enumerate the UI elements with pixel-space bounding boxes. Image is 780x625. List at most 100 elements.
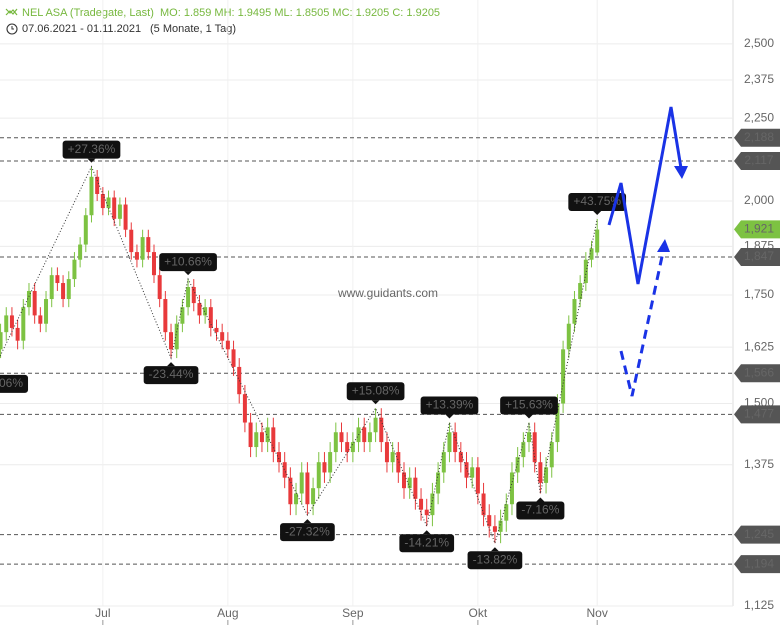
candle-body (208, 307, 213, 328)
watermark: www.guidants.com (337, 286, 438, 300)
candle-body (367, 432, 372, 443)
level-label: 2,117 (744, 153, 773, 167)
pivot-box (0, 374, 29, 393)
projection-solid (607, 106, 683, 285)
x-tick-label: Nov (587, 606, 608, 620)
level-marker (734, 128, 780, 147)
candle-body (134, 252, 139, 260)
y-tick-label: 2,000 (744, 193, 774, 207)
candle-body (95, 176, 100, 194)
candle-body (180, 307, 185, 324)
pivot-pointer (490, 547, 499, 552)
arrow-head (674, 166, 688, 179)
candle-body (544, 467, 549, 483)
candle-body (26, 290, 31, 308)
candle-body (566, 323, 571, 350)
pivot-label: +43.75% (568, 193, 627, 216)
pivot-text: 06% (0, 376, 23, 390)
candle-body (572, 299, 577, 324)
candle-body (430, 493, 435, 516)
candle-body (299, 472, 304, 494)
candle-body (55, 275, 60, 284)
candle-body (276, 452, 281, 463)
candle-body (532, 432, 537, 463)
pivot-label: +10.66% (159, 253, 217, 276)
chart-icon (5, 8, 18, 16)
candle-body (197, 303, 202, 316)
pivot-pointer (525, 414, 534, 419)
pivot-pointer (593, 211, 602, 216)
level-label: 1,566 (744, 365, 774, 379)
candle-body (248, 422, 253, 448)
clock-icon (6, 23, 18, 35)
pivot-text: +43.75% (573, 194, 621, 208)
candle-body (66, 279, 71, 300)
candle-body (470, 467, 475, 478)
level-marker (734, 248, 780, 267)
candle-body (32, 290, 37, 316)
candle-body (140, 237, 145, 260)
candle-body (129, 229, 134, 253)
pivot-label: -7.16% (516, 497, 565, 520)
last-price-label: 1,921 (744, 222, 774, 236)
pivot-text: +15.63% (505, 398, 553, 412)
level-marker (734, 525, 780, 544)
clock-hands (11, 26, 14, 30)
candle-body (21, 307, 26, 341)
candle-body (481, 493, 486, 516)
candle-body (100, 193, 105, 209)
candle-body (345, 442, 350, 453)
pivot-label: -27.32% (280, 519, 335, 542)
candle-body (265, 427, 270, 443)
candle-body (419, 498, 424, 510)
candle-body (487, 515, 492, 527)
pivot-box (420, 396, 479, 415)
pivot-label: -23.44% (143, 362, 199, 385)
candle-body (288, 477, 293, 505)
candle-body (9, 315, 14, 328)
instrument-title: NEL ASA (Tradegate, Last) (22, 7, 154, 19)
pivot-text: +10.66% (164, 254, 212, 268)
y-tick-label: 1,375 (744, 457, 774, 471)
level-label: 1,245 (744, 527, 774, 541)
candle-body (589, 248, 594, 260)
y-tick-label: 1,125 (744, 598, 774, 612)
candle-body (225, 340, 230, 350)
header: NEL ASA (Tradegate, Last) MO: 1.859 MH: … (5, 7, 440, 35)
pivot-box (399, 534, 455, 553)
candle-body (282, 462, 287, 478)
pivot-pointer (87, 158, 96, 163)
pivot-text: -14.21% (404, 535, 449, 549)
candle-body (458, 452, 463, 463)
pivot-box (568, 193, 627, 212)
pivot-box (159, 253, 217, 272)
candle-body (151, 252, 156, 276)
candle-body (527, 432, 532, 443)
candle-body (305, 472, 310, 505)
pivot-text: -13.82% (473, 552, 518, 566)
candle-body (15, 327, 20, 341)
candle-body (44, 299, 49, 324)
candle-body (117, 204, 122, 219)
pivot-label: 06% (0, 374, 29, 393)
candle-body (61, 283, 66, 300)
pivot-pointer (167, 362, 176, 367)
candle-body (339, 432, 344, 443)
candle-body (328, 452, 333, 473)
candle-body (453, 432, 458, 453)
candle-body (316, 462, 321, 489)
candle-body (475, 467, 480, 494)
pivot-text: +27.36% (68, 142, 116, 156)
pivot-pointer (303, 519, 312, 524)
pivot-text: -7.16% (521, 503, 559, 517)
projection-dashed (619, 251, 665, 397)
candle-body (521, 442, 526, 458)
candle-body (106, 197, 111, 209)
candle-body (561, 349, 566, 404)
level-marker (734, 555, 780, 574)
candle-body (49, 275, 54, 300)
candle-body (583, 259, 588, 284)
candle-body (515, 457, 520, 473)
